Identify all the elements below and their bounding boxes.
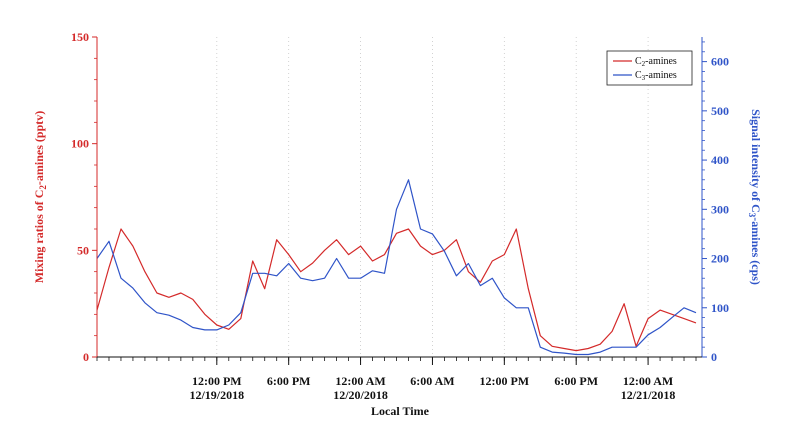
x-tick-label: 6:00 PM [554,374,598,388]
y-right-tick-label: 300 [711,202,729,216]
x-axis-title: Local Time [371,404,430,418]
legend-label-c3: C3-amines [635,70,677,82]
y-right-tick-label: 0 [711,350,717,364]
x-tick-label: 12:00 AM [335,374,385,388]
y-right-tick-label: 500 [711,104,729,118]
x-tick-label: 6:00 AM [410,374,454,388]
grid [216,37,649,357]
series-line-c3 [96,179,697,356]
y-left-tick-label: 100 [71,137,89,151]
x-tick-date-label: 12/20/2018 [333,388,388,402]
legend: C2-amines C3-amines [606,50,693,86]
series-layer [96,179,697,356]
y-left-tick-label: 50 [77,243,89,257]
x-tick-date-label: 12/21/2018 [621,388,676,402]
x-tick-label: 12:00 PM [479,374,529,388]
y-left-tick-label: 0 [83,350,89,364]
y-right-tick-label: 100 [711,301,729,315]
y-right-tick-label: 200 [711,252,729,266]
x-tick-label: 6:00 PM [267,374,311,388]
legend-label-c2: C2-amines [635,56,677,68]
x-tick-label: 12:00 PM [192,374,242,388]
y-right-tick-label: 400 [711,153,729,167]
y-left-tick-label: 150 [71,30,89,44]
y-axis-left-title: Mixing ratios of C2-amines (pptv) [32,111,48,284]
legend-box [606,50,693,86]
y-right-tick-label: 600 [711,55,729,69]
x-tick-date-label: 12/19/2018 [189,388,244,402]
series-line-c2 [96,228,697,352]
x-tick-label: 12:00 AM [623,374,673,388]
y-axis-right-title: Signal intensity of C3-amines (cps) [747,109,763,285]
